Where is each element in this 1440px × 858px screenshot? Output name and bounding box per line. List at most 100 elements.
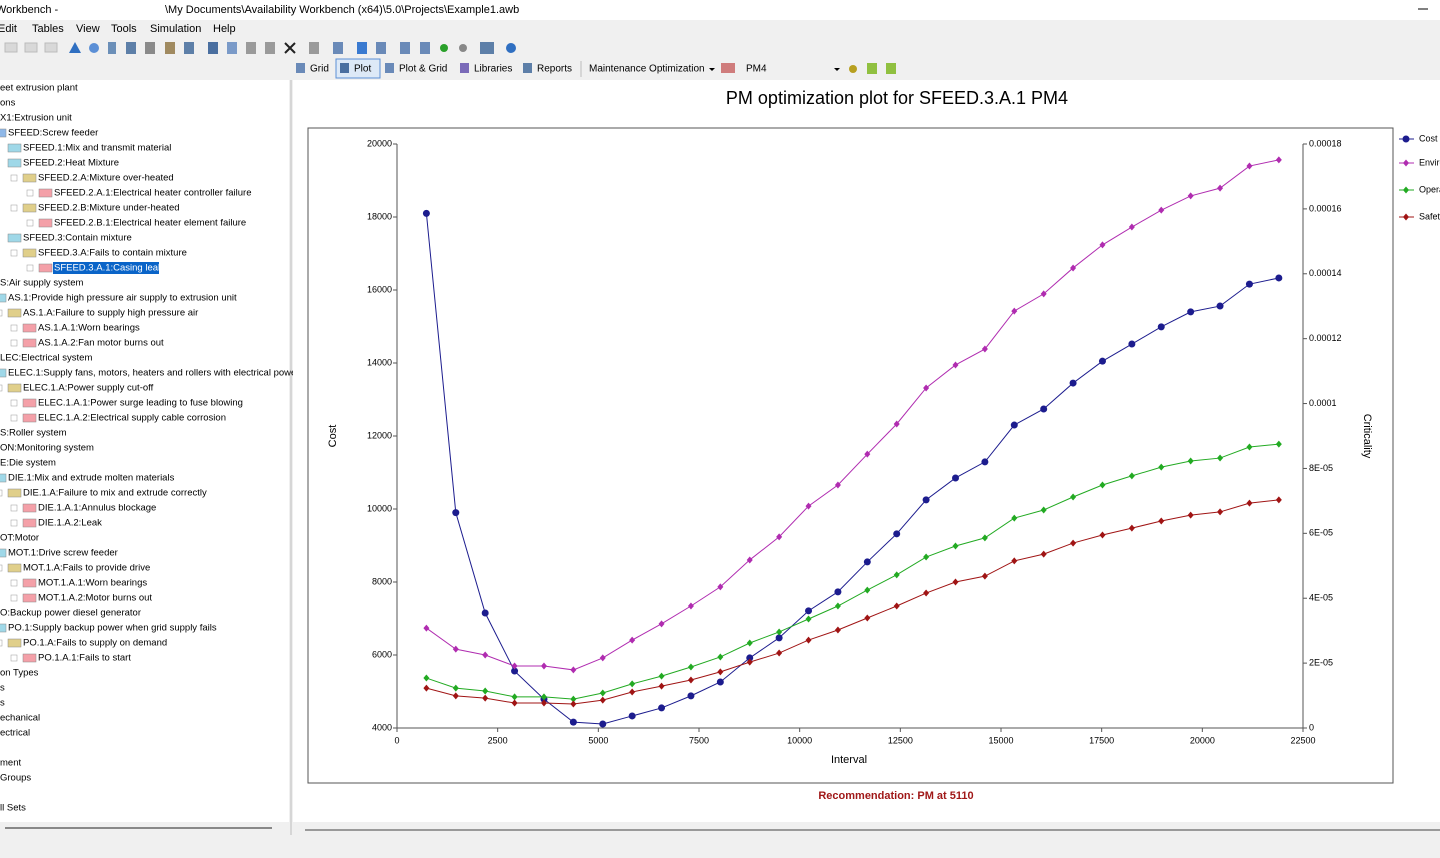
tree-node[interactable]: ons	[0, 98, 16, 109]
tree-node[interactable]: eet extrusion plant	[0, 83, 78, 94]
expander[interactable]	[11, 595, 17, 601]
tool-button[interactable]	[886, 63, 896, 74]
expander[interactable]	[11, 325, 17, 331]
tree-node[interactable]: ON:Monitoring system	[0, 443, 94, 454]
tree-node[interactable]: MOT.1.A:Fails to provide drive	[23, 563, 150, 574]
tree-node[interactable]: O:Backup power diesel generator	[0, 608, 141, 619]
tool-button[interactable]	[165, 42, 175, 54]
tree-node[interactable]: SFEED.3.A:Fails to contain mixture	[38, 248, 187, 259]
tool-button[interactable]	[25, 43, 37, 52]
expander[interactable]	[11, 520, 17, 526]
tree-node[interactable]: AS.1.A.2:Fan motor burns out	[38, 338, 164, 349]
tree-node[interactable]: s	[0, 683, 5, 694]
tool-button[interactable]	[480, 42, 494, 54]
tool-button[interactable]	[420, 42, 430, 54]
tool-button[interactable]	[208, 42, 218, 54]
menu-item[interactable]: Tables	[32, 23, 64, 35]
tool-button[interactable]	[184, 42, 194, 54]
tab-reports[interactable]: Reports	[537, 64, 572, 75]
tree-node[interactable]: E:Die system	[0, 458, 56, 469]
tool-button[interactable]	[265, 42, 275, 54]
tool-button[interactable]	[45, 43, 57, 52]
tool-button[interactable]	[400, 42, 410, 54]
tab-libraries[interactable]: Libraries	[474, 64, 512, 75]
tree-node[interactable]: LEC:Electrical system	[0, 353, 92, 364]
menu-item[interactable]: Edit	[0, 23, 17, 35]
tree-node[interactable]: PO.1:Supply backup power when grid suppl…	[8, 623, 217, 634]
tree-node[interactable]: SFEED.2.A.1:Electrical heater controller…	[54, 188, 251, 199]
tree-node[interactable]: on Types	[0, 668, 39, 679]
tree-node[interactable]: AS.1.A:Failure to supply high pressure a…	[23, 308, 198, 319]
tool-button[interactable]	[440, 44, 448, 52]
tree-node[interactable]: SFEED.2.A:Mixture over-heated	[38, 173, 174, 184]
tree-node[interactable]: MOT.1.A.1:Worn bearings	[38, 578, 147, 589]
menu-item[interactable]: Simulation	[150, 23, 201, 35]
help-button[interactable]	[506, 43, 516, 53]
tree-node[interactable]: ment	[0, 758, 21, 769]
tree-node[interactable]: AS.1.A.1:Worn bearings	[38, 323, 140, 334]
task-dropdown[interactable]: PM4	[746, 64, 767, 75]
tree-node[interactable]: S:Roller system	[0, 428, 67, 439]
expander[interactable]	[11, 400, 17, 406]
expander[interactable]	[11, 415, 17, 421]
tool-button[interactable]	[376, 42, 386, 54]
tab-plot[interactable]: Plot	[354, 64, 371, 75]
tool-button[interactable]	[5, 43, 17, 52]
expander[interactable]	[11, 505, 17, 511]
tree-node[interactable]: ELEC.1.A:Power supply cut-off	[23, 383, 154, 394]
expander[interactable]	[0, 565, 2, 571]
tree-node[interactable]: SFEED.2.B:Mixture under-heated	[38, 203, 180, 214]
tree-node[interactable]: ELEC.1:Supply fans, motors, heaters and …	[8, 368, 299, 379]
menu-item[interactable]: Tools	[111, 23, 137, 35]
expander[interactable]	[11, 250, 17, 256]
tool-button[interactable]	[89, 43, 99, 53]
tool-button[interactable]	[227, 42, 237, 54]
tree-node[interactable]: PO.1.A.1:Fails to start	[38, 653, 131, 664]
tree-node[interactable]: echanical	[0, 713, 40, 724]
tree-node[interactable]: SFEED.1:Mix and transmit material	[23, 143, 171, 154]
expander[interactable]	[11, 580, 17, 586]
tool-button[interactable]	[108, 42, 116, 54]
tree-node[interactable]: ll Sets	[0, 803, 26, 814]
tool-button[interactable]	[849, 65, 857, 73]
expander[interactable]	[27, 265, 33, 271]
tab-grid[interactable]: Grid	[310, 64, 329, 75]
tree-node[interactable]: SFEED.2:Heat Mixture	[23, 158, 119, 169]
expander[interactable]	[0, 310, 2, 316]
expander[interactable]	[11, 340, 17, 346]
tool-button[interactable]	[126, 42, 136, 54]
tool-button[interactable]	[459, 44, 467, 52]
expander[interactable]	[0, 490, 2, 496]
tree-node[interactable]: MOT.1.A.2:Motor burns out	[38, 593, 152, 604]
expander[interactable]	[0, 385, 2, 391]
tree-node[interactable]: SFEED:Screw feeder	[8, 128, 98, 139]
tree-node[interactable]: OT:Motor	[0, 533, 39, 544]
tool-button[interactable]	[867, 63, 877, 74]
tool-button[interactable]	[333, 42, 343, 54]
tree-node[interactable]: DIE.1.A:Failure to mix and extrude corre…	[23, 488, 207, 499]
expander[interactable]	[11, 655, 17, 661]
tool-button[interactable]	[145, 42, 155, 54]
tree-node[interactable]: SFEED.3.A.1:Casing leaks	[54, 263, 168, 274]
tree-node[interactable]: s	[0, 698, 5, 709]
tree-node[interactable]: AS.1:Provide high pressure air supply to…	[8, 293, 237, 304]
tree-node[interactable]: DIE.1:Mix and extrude molten materials	[8, 473, 175, 484]
menu-item[interactable]: Help	[213, 23, 236, 35]
tree-node[interactable]: PO.1.A:Fails to supply on demand	[23, 638, 167, 649]
expander[interactable]	[27, 220, 33, 226]
tree-node[interactable]: DIE.1.A.2:Leak	[38, 518, 102, 529]
expander[interactable]	[11, 205, 17, 211]
tree-node[interactable]: DIE.1.A.1:Annulus blockage	[38, 503, 156, 514]
mode-dropdown[interactable]: Maintenance Optimization	[589, 64, 705, 75]
expander[interactable]	[27, 190, 33, 196]
tree-node[interactable]: SFEED.3:Contain mixture	[23, 233, 132, 244]
tree-node[interactable]: ELEC.1.A.1:Power surge leading to fuse b…	[38, 398, 243, 409]
tab-plot-grid[interactable]: Plot & Grid	[399, 64, 447, 75]
tool-button[interactable]	[309, 42, 319, 54]
tree-node[interactable]: SFEED.2.B.1:Electrical heater element fa…	[54, 218, 246, 229]
expander[interactable]	[11, 175, 17, 181]
menu-item[interactable]: View	[76, 23, 100, 35]
tree-node[interactable]: MOT.1:Drive screw feeder	[8, 548, 118, 559]
tool-button[interactable]	[246, 42, 256, 54]
tool-button[interactable]	[357, 42, 367, 54]
